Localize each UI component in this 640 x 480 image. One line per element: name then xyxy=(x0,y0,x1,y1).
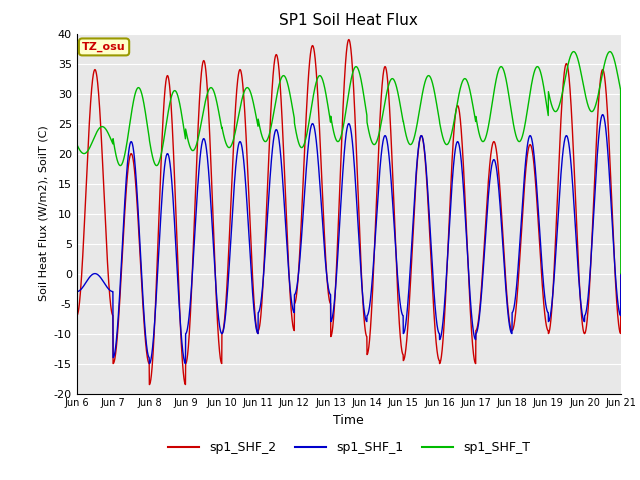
sp1_SHF_2 xyxy=(145,382,153,387)
Y-axis label: Soil Heat Flux (W/m2), SoilT (C): Soil Heat Flux (W/m2), SoilT (C) xyxy=(38,126,48,301)
Line: sp1_SHF_T: sp1_SHF_T xyxy=(77,52,621,274)
Line: sp1_SHF_1: sp1_SHF_1 xyxy=(77,115,621,363)
sp1_SHF_1 xyxy=(599,112,607,118)
sp1_SHF_T xyxy=(282,74,289,80)
Line: sp1_SHF_2: sp1_SHF_2 xyxy=(77,40,621,384)
sp1_SHF_2 xyxy=(548,305,556,311)
sp1_SHF_1 xyxy=(617,271,625,276)
sp1_SHF_1 xyxy=(135,220,143,226)
Legend: sp1_SHF_2, sp1_SHF_1, sp1_SHF_T: sp1_SHF_2, sp1_SHF_1, sp1_SHF_T xyxy=(163,436,535,459)
sp1_SHF_1 xyxy=(548,303,556,309)
sp1_SHF_T xyxy=(73,142,81,147)
sp1_SHF_T xyxy=(548,102,556,108)
sp1_SHF_1 xyxy=(168,173,175,179)
sp1_SHF_2 xyxy=(305,64,313,70)
Title: SP1 Soil Heat Flux: SP1 Soil Heat Flux xyxy=(280,13,418,28)
sp1_SHF_2 xyxy=(607,170,614,176)
X-axis label: Time: Time xyxy=(333,414,364,427)
sp1_SHF_T xyxy=(607,49,614,55)
sp1_SHF_T xyxy=(305,120,313,125)
sp1_SHF_2 xyxy=(617,271,625,276)
sp1_SHF_1 xyxy=(73,288,81,294)
sp1_SHF_1 xyxy=(145,360,153,366)
sp1_SHF_1 xyxy=(305,135,313,141)
sp1_SHF_2 xyxy=(73,313,81,319)
sp1_SHF_T xyxy=(167,95,175,100)
sp1_SHF_1 xyxy=(282,222,289,228)
sp1_SHF_2 xyxy=(345,37,353,43)
sp1_SHF_T xyxy=(606,49,614,55)
Text: TZ_osu: TZ_osu xyxy=(82,42,126,52)
sp1_SHF_1 xyxy=(607,190,614,196)
sp1_SHF_2 xyxy=(168,106,175,111)
sp1_SHF_T xyxy=(617,271,625,276)
sp1_SHF_2 xyxy=(135,230,143,236)
sp1_SHF_2 xyxy=(282,196,289,202)
sp1_SHF_T xyxy=(135,85,143,91)
